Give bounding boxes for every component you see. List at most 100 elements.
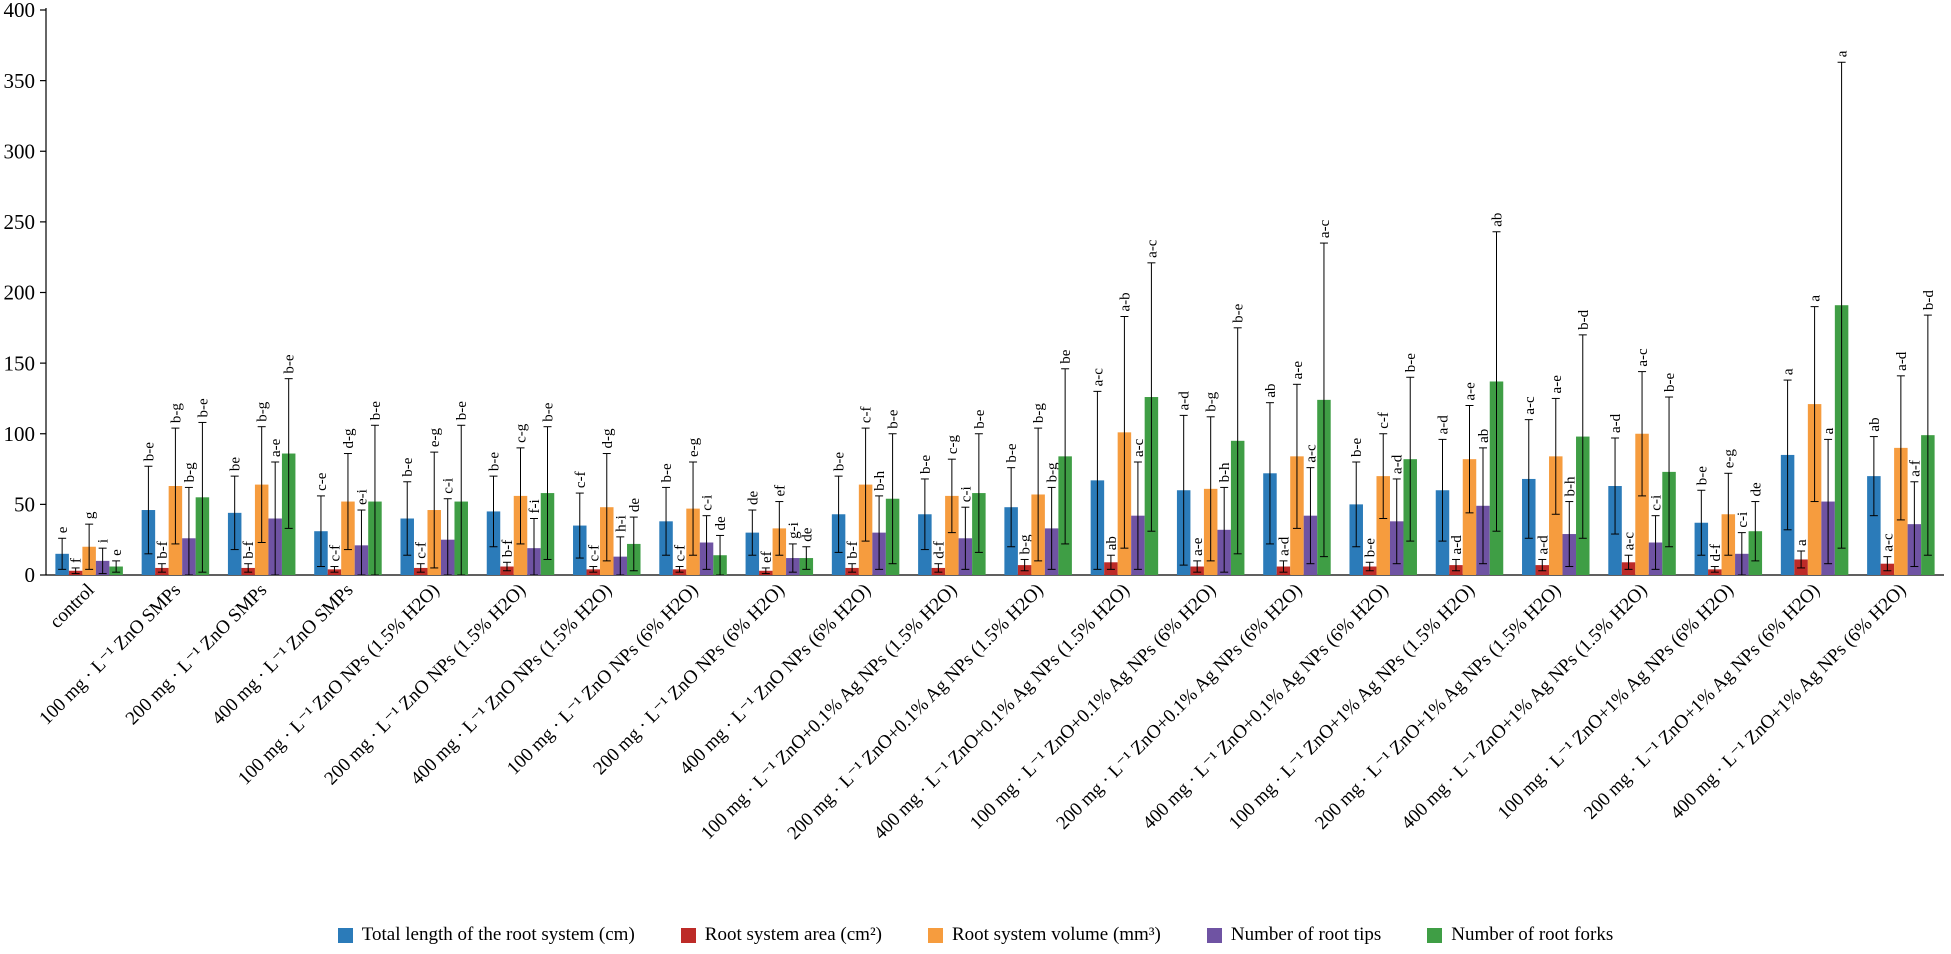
significance-letter: c-f	[414, 542, 430, 559]
significance-letter: a	[1835, 50, 1851, 57]
bar	[1867, 476, 1881, 575]
significance-letter: a-c	[1635, 348, 1651, 367]
significance-letter: b-f	[500, 540, 516, 558]
x-axis-category-label: 200 mg · L⁻¹ ZnO NPs (6% H2O)	[589, 580, 788, 779]
significance-letter: a-e	[1549, 375, 1565, 394]
significance-letter: b-g	[1204, 391, 1220, 411]
significance-letter: c-i	[700, 495, 716, 511]
y-axis-tick-label: 250	[4, 210, 36, 234]
significance-letter: b-e	[1694, 466, 1710, 485]
significance-letter: h-i	[613, 515, 629, 532]
significance-letter: a-c	[1880, 533, 1896, 552]
significance-letter: e	[55, 526, 71, 533]
significance-letter: b-h	[1217, 462, 1233, 482]
significance-letter: ab	[1104, 536, 1120, 550]
significance-letter: e-g	[1721, 449, 1737, 469]
x-axis-category-label: 100 mg · L⁻¹ ZnO SMPs	[35, 580, 185, 730]
significance-letter: e-g	[686, 437, 702, 457]
significance-letter: b-e	[972, 409, 988, 428]
significance-letter: b-h	[872, 470, 888, 490]
significance-letter: b-g	[182, 462, 198, 482]
significance-letter: a-c	[1090, 368, 1106, 387]
legend-label: Root system volume (mm³)	[951, 924, 1161, 945]
significance-letter: b-f	[241, 541, 257, 559]
significance-letter: g-i	[786, 522, 802, 539]
significance-letter: ab	[1490, 213, 1506, 227]
significance-letter: b-e	[1662, 373, 1678, 392]
x-axis-category-label: 200 mg · L⁻¹ ZnO SMPs	[122, 580, 272, 730]
significance-letter: c-i	[958, 486, 974, 502]
significance-letter: ab	[1476, 429, 1492, 443]
significance-letter: b-e	[368, 401, 384, 420]
significance-letter: b-f	[155, 541, 171, 559]
significance-letter: a-d	[1449, 535, 1465, 555]
significance-letter: ef	[759, 551, 775, 563]
significance-letter: c-f	[859, 406, 875, 423]
y-axis-tick-label: 100	[4, 422, 36, 446]
significance-letter: de	[713, 516, 729, 531]
significance-letter: b-d	[1576, 309, 1592, 329]
significance-letter: b-e	[282, 354, 298, 373]
bar	[1462, 459, 1477, 575]
significance-letter: ab	[1867, 417, 1883, 431]
x-axis-category-label: 400 mg · L⁻¹ ZnO SMPs	[208, 580, 358, 730]
bar	[1376, 476, 1390, 575]
legend-item: Number of root tips	[1206, 924, 1381, 946]
significance-letter: b-e	[141, 442, 157, 461]
significance-letter: a-d	[1177, 391, 1193, 411]
bar	[1549, 456, 1563, 575]
significance-letter: b-e	[195, 398, 211, 417]
bar-chart-plot-area: 0 50 100 150 200 250 300 350 400 e b-e be c-e b-e b-e c…	[4, 0, 1944, 844]
significance-letter: a-d	[1436, 415, 1452, 435]
significance-letter: c-g	[514, 423, 530, 443]
significance-letter: a-d	[1894, 351, 1910, 371]
legend-swatch-icon	[927, 927, 943, 943]
significance-letter: a-e	[1290, 361, 1306, 380]
legend-swatch-icon	[1427, 927, 1443, 943]
significance-letter: a-e	[1463, 382, 1479, 401]
significance-letter: d-g	[600, 428, 616, 448]
legend-label: Total length of the root system (cm)	[361, 924, 635, 945]
significance-letter: i	[96, 539, 112, 543]
significance-letter: e	[109, 549, 125, 556]
significance-letter: b-f	[845, 541, 861, 559]
significance-letter: ab	[1263, 384, 1279, 398]
significance-letter: be	[1058, 349, 1074, 364]
significance-letter: b-e	[541, 402, 557, 421]
significance-letter: b-e	[487, 452, 503, 471]
significance-letter: de	[799, 527, 815, 542]
significance-letter: a	[1781, 368, 1797, 375]
significance-letter: b-e	[659, 463, 675, 482]
significance-letter: de	[1748, 482, 1764, 497]
y-axis-tick-label: 150	[4, 351, 36, 375]
significance-letter: f	[69, 558, 85, 563]
significance-letter: a	[1794, 539, 1810, 546]
significance-letter: b-g	[1018, 534, 1034, 554]
bar	[945, 495, 959, 575]
significance-letter: b-e	[1403, 353, 1419, 372]
significance-letter: c-f	[327, 545, 343, 562]
significance-letter: a	[1821, 427, 1837, 434]
significance-letter: f-i	[527, 499, 543, 513]
significance-letter: c-f	[1376, 412, 1392, 429]
significance-letter: c-f	[673, 545, 689, 562]
significance-letter: a-d	[1535, 535, 1551, 555]
significance-letter: a-c	[1622, 532, 1638, 551]
significance-letter: b-g	[255, 401, 271, 421]
significance-letter: b-e	[400, 457, 416, 476]
legend-label: Root system area (cm²)	[704, 924, 882, 945]
legend-item: Number of root forks	[1427, 924, 1613, 946]
significance-letter: c-i	[1735, 512, 1751, 528]
chart-canvas: 0 50 100 150 200 250 300 350 400 e b-e be c-e b-e b-e c…	[4, 0, 1944, 844]
significance-letter: b-e	[1004, 443, 1020, 462]
significance-letter: be	[228, 457, 244, 472]
significance-letter: a-f	[1907, 460, 1923, 477]
legend-swatch-icon	[337, 927, 353, 943]
significance-letter: a-c	[1131, 438, 1147, 457]
significance-letter: b-g	[168, 403, 184, 423]
significance-letter: c-e	[314, 472, 330, 491]
y-axis-tick-label: 50	[14, 493, 35, 517]
significance-letter: a-c	[1317, 219, 1333, 238]
significance-letter: a-d	[1390, 454, 1406, 474]
x-axis-category-label: control	[46, 580, 99, 633]
